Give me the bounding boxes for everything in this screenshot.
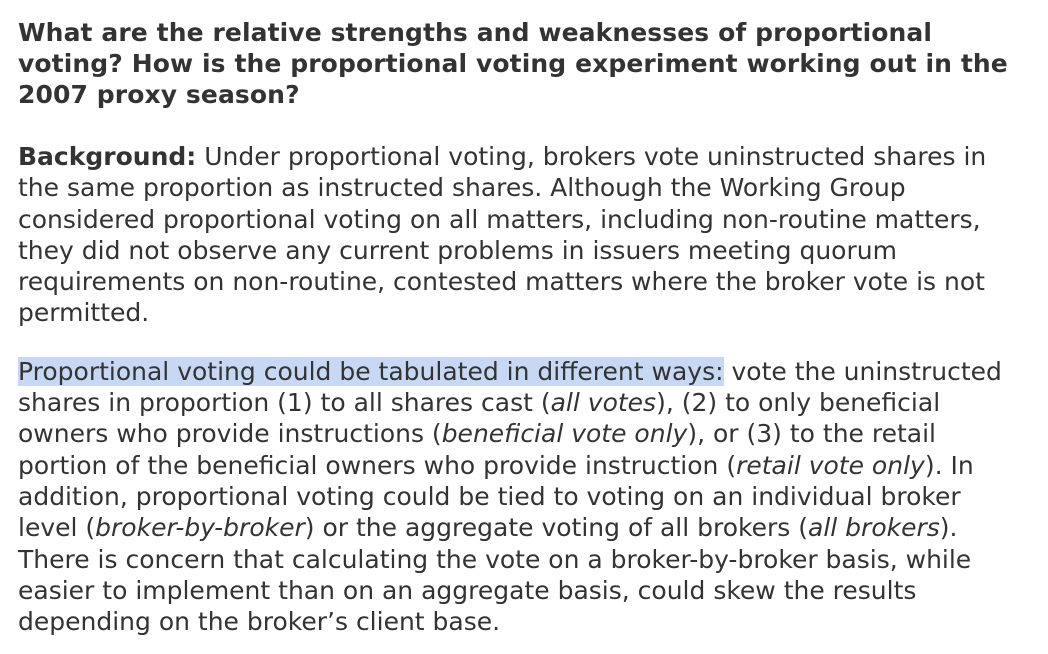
background-text: Under proportional voting, brokers vote … <box>18 142 987 328</box>
tabulation-text-3: ), or (3) to the retail portion of the b… <box>18 419 936 480</box>
background-label: Background: <box>18 142 197 171</box>
tabulation-paragraph: Proportional voting could be tabulated i… <box>18 356 1024 638</box>
term-retail-vote-only: retail vote only <box>736 450 925 480</box>
selected-text-highlight[interactable]: Proportional voting could be tabulated i… <box>18 356 724 386</box>
term-all-brokers: all brokers <box>808 513 940 543</box>
background-paragraph: Background: Under proportional voting, b… <box>18 141 1024 329</box>
tabulation-text-1: vote the uninstructed shares in proporti… <box>18 356 1002 418</box>
term-broker-by-broker: broker-by-broker <box>95 513 305 543</box>
question-heading: What are the relative strengths and weak… <box>18 18 1008 109</box>
term-all-votes: all votes <box>550 388 657 418</box>
tabulation-text-6: ). There is concern that calculating the… <box>18 513 972 637</box>
term-beneficial-vote-only: beneficial vote only <box>441 419 688 449</box>
tabulation-text-4: ). In addition, proportional voting coul… <box>18 450 974 543</box>
tabulation-text-5: ) or the aggregate voting of all brokers… <box>304 513 809 543</box>
tabulation-text-2: ), (2) to only beneficial owners who pro… <box>18 388 941 449</box>
